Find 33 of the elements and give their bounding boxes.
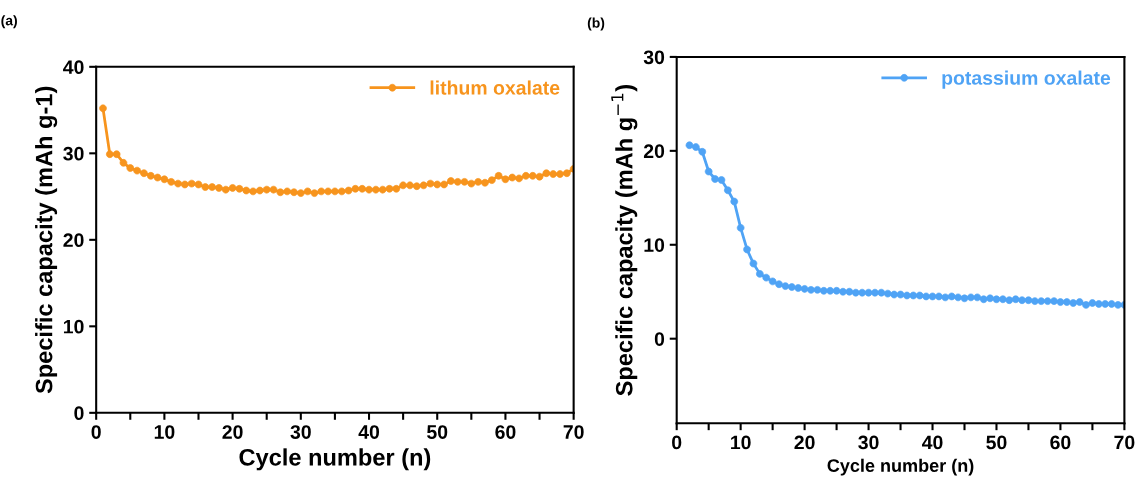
x-tick-label: 70 (563, 425, 584, 439)
x-tick-label: 50 (427, 425, 448, 439)
x-axis-title: Cycle number (n) (239, 448, 431, 471)
x-tick-label: 70 (1114, 435, 1135, 450)
chart-title: (b) (587, 17, 605, 31)
x-tick-label: 60 (1050, 435, 1071, 450)
x-tick-label: 0 (672, 435, 682, 450)
y-tick-label: 20 (643, 144, 665, 159)
y-tick-label: 40 (63, 60, 84, 75)
x-tick-label: 10 (154, 425, 175, 439)
x-tick-label: 50 (986, 435, 1007, 450)
y-tick-label: 30 (63, 146, 84, 161)
x-tick-label: 20 (222, 425, 243, 439)
x-axis-title: Cycle number (n) (827, 458, 974, 476)
chart-title: (a) (1, 15, 17, 29)
legend-label: lithum oxalate (430, 80, 560, 95)
x-tick-label: 30 (858, 435, 879, 450)
y-tick-label: 10 (644, 238, 665, 253)
y-tick-label: 30 (643, 50, 665, 65)
y-tick-label: 10 (63, 319, 84, 334)
x-tick-label: 40 (922, 435, 943, 450)
legend-label: potassium oxalate (942, 70, 1111, 89)
x-tick-label: 20 (794, 435, 815, 450)
x-tick-label: 60 (495, 425, 516, 439)
y-tick-label: 0 (654, 332, 665, 346)
y-tick-label: 20 (63, 233, 84, 248)
y-axis-title: Specific capacity (mAh g-1) (35, 86, 58, 394)
y-axis-title: Specific capacity (mAh g$^{−1}$) (611, 84, 638, 396)
y-tick-label: 0 (74, 406, 84, 421)
x-tick-label: 30 (290, 425, 311, 439)
x-tick-label: 0 (91, 425, 101, 439)
x-tick-label: 10 (731, 435, 751, 450)
x-tick-label: 40 (358, 425, 380, 439)
